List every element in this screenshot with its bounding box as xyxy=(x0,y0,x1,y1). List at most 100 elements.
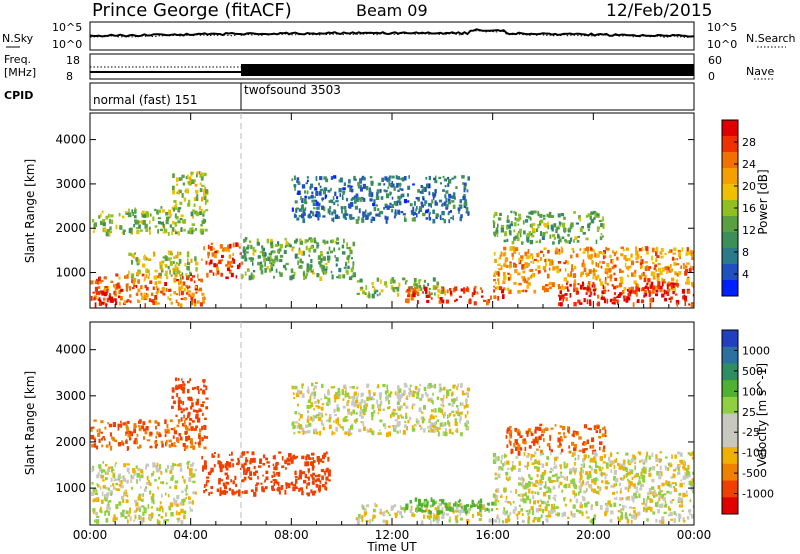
data-cell xyxy=(164,264,168,267)
data-cell xyxy=(287,462,291,466)
data-cell xyxy=(136,433,139,437)
data-cell xyxy=(539,239,541,244)
data-cell xyxy=(561,249,563,254)
data-cell xyxy=(388,176,391,182)
data-cell xyxy=(309,215,312,219)
data-cell xyxy=(401,392,404,396)
data-cell xyxy=(156,288,159,291)
data-cell xyxy=(667,506,670,511)
data-cell xyxy=(310,238,314,243)
data-cell xyxy=(311,417,315,422)
data-cell xyxy=(410,286,413,290)
data-cell xyxy=(344,217,348,220)
data-cell xyxy=(281,456,284,461)
data-cell xyxy=(412,206,415,212)
data-cell xyxy=(642,483,644,488)
data-cell xyxy=(668,297,672,300)
data-cell xyxy=(294,214,297,218)
data-cell xyxy=(416,291,419,295)
data-cell xyxy=(179,189,182,194)
data-cell xyxy=(169,213,172,217)
data-cell xyxy=(434,292,436,296)
data-cell xyxy=(555,506,559,509)
data-cell xyxy=(555,265,559,269)
data-cell xyxy=(528,445,532,449)
data-cell xyxy=(98,290,101,296)
data-cell xyxy=(188,181,192,186)
data-cell xyxy=(619,497,622,501)
data-cell xyxy=(178,189,180,194)
data-cell xyxy=(195,228,197,231)
data-cell xyxy=(499,495,503,498)
data-cell xyxy=(176,279,179,282)
data-cell xyxy=(656,464,658,467)
data-cell xyxy=(595,430,599,433)
data-cell xyxy=(341,208,343,214)
data-cell xyxy=(539,504,542,508)
data-cell xyxy=(165,265,168,268)
data-cell xyxy=(535,479,539,484)
data-cell xyxy=(342,398,345,401)
data-cell xyxy=(656,277,660,281)
data-cell xyxy=(199,188,203,193)
data-cell xyxy=(182,281,186,286)
data-cell xyxy=(372,514,376,519)
data-cell xyxy=(463,287,465,293)
data-cell xyxy=(664,266,668,271)
data-cell xyxy=(210,486,214,490)
data-cell xyxy=(566,463,569,468)
data-cell xyxy=(567,426,570,430)
data-cell xyxy=(642,478,646,483)
data-cell xyxy=(362,291,365,295)
data-cell xyxy=(660,285,663,290)
data-cell xyxy=(509,289,512,295)
data-cell xyxy=(175,206,178,210)
data-cell xyxy=(177,207,182,210)
data-cell xyxy=(529,223,533,228)
data-cell xyxy=(203,424,207,430)
data-cell xyxy=(445,198,448,203)
data-cell xyxy=(108,231,111,234)
data-cell xyxy=(301,184,306,189)
data-cell xyxy=(174,377,178,382)
data-cell xyxy=(562,222,566,228)
data-cell xyxy=(446,289,449,294)
data-cell xyxy=(368,390,371,394)
data-cell xyxy=(563,435,567,439)
data-cell xyxy=(681,247,684,252)
data-cell xyxy=(528,509,531,514)
data-cell xyxy=(367,212,371,217)
data-cell xyxy=(545,462,548,466)
data-cell xyxy=(685,281,688,285)
data-cell xyxy=(551,234,556,238)
colorbar-tick-label: -100 xyxy=(742,447,767,460)
data-cell xyxy=(527,240,529,243)
data-cell xyxy=(195,401,199,406)
data-cell xyxy=(251,451,255,456)
data-cell xyxy=(578,215,581,220)
data-cell xyxy=(138,508,141,513)
colorbar-segment xyxy=(722,430,738,448)
data-cell xyxy=(458,499,461,502)
data-cell xyxy=(589,255,592,260)
data-cell xyxy=(354,199,357,204)
data-cell xyxy=(196,173,198,178)
data-cell xyxy=(103,297,106,301)
data-cell xyxy=(373,508,376,513)
data-cell xyxy=(365,403,368,407)
data-cell xyxy=(168,444,172,448)
data-cell xyxy=(277,241,280,246)
data-cell xyxy=(127,433,131,438)
data-cell xyxy=(425,217,429,220)
data-cell xyxy=(299,240,303,245)
data-cell xyxy=(444,422,447,426)
data-cell xyxy=(356,386,359,390)
data-cell xyxy=(99,290,103,294)
data-cell xyxy=(341,244,345,249)
colorbar-segment xyxy=(722,264,738,281)
data-cell xyxy=(506,429,509,434)
data-cell xyxy=(154,479,157,482)
data-cell xyxy=(216,267,219,271)
data-cell xyxy=(629,460,632,464)
data-cell xyxy=(544,481,547,486)
